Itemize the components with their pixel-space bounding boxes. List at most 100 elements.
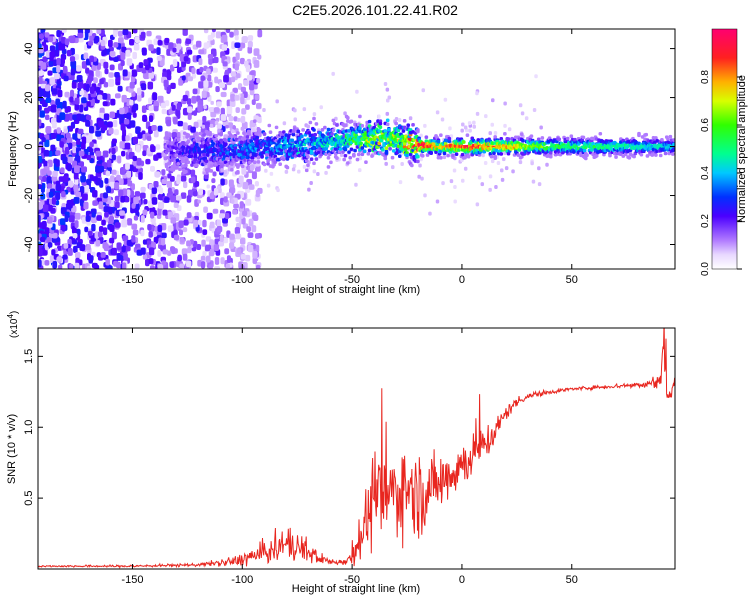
heatmap-noise-cell [41, 168, 47, 176]
heatmap-noise-cell [109, 181, 115, 189]
heatmap-noise-cell [206, 212, 213, 220]
heatmap-noise-cell [225, 263, 230, 269]
colorbar: 0.00.20.40.60.8 Normalized spectral ampl… [700, 28, 748, 276]
heatmap-noise-cell [121, 219, 128, 228]
heatmap-speckle-cell [442, 155, 447, 160]
heatmap-noise-cell [119, 107, 125, 115]
heatmap-noise-cell [40, 83, 47, 89]
heatmap-noise-cell [203, 80, 209, 88]
heatmap-noise-cell [116, 174, 121, 182]
heatmap-ridge-cell [584, 156, 588, 161]
heatmap-noise-cell [47, 170, 52, 176]
heatmap-noise-cell [140, 229, 145, 237]
heatmap-noise-cell [42, 204, 49, 213]
heatmap-noise-cell [229, 233, 235, 240]
heatmap-noise-cell [241, 166, 247, 175]
heatmap-noise-cell [132, 103, 139, 111]
heatmap-noise-cell [135, 144, 141, 153]
heatmap-noise-cell [102, 150, 109, 158]
heatmap-noise-cell [71, 141, 77, 147]
snr-series-line [38, 328, 675, 569]
heatmap-noise-cell [140, 247, 146, 255]
heatmap-speckle-cell [275, 99, 279, 104]
heatmap-noise-cell [193, 215, 199, 222]
heatmap-ridge-cell [367, 119, 372, 124]
heatmap-ridge-cell [378, 121, 383, 126]
heatmap-noise-cell [102, 101, 108, 107]
heatmap-noise-cell [121, 94, 127, 103]
heatmap-noise-cell [44, 139, 50, 148]
heatmap-noise-cell [114, 195, 120, 202]
heatmap-ridge-cell [632, 154, 636, 159]
heatmap-noise-cell [73, 245, 78, 253]
heatmap-noise-cell [66, 105, 71, 113]
heatmap-noise-cell [90, 216, 97, 224]
heatmap-noise-cell [67, 238, 72, 245]
heatmap-speckle-cell [197, 199, 201, 204]
heatmap-ridge-cell [429, 150, 433, 155]
heatmap-ridge-cell [465, 133, 470, 138]
heatmap-speckle-cell [391, 165, 395, 170]
heatmap-speckle-cell [499, 168, 504, 173]
heatmap-ridge-cell [178, 167, 182, 172]
heatmap-ridge-cell [503, 131, 507, 136]
heatmap-ridge-cell [446, 153, 450, 158]
heatmap-noise-cell [210, 31, 216, 38]
heatmap-noise-cell [252, 171, 257, 180]
heatmap-noise-cell [74, 97, 80, 105]
heatmap-ridge-cell [225, 124, 229, 129]
heatmap-speckle-cell [449, 179, 454, 184]
heatmap-noise-cell [167, 173, 172, 179]
heatmap-noise-cell [228, 115, 234, 122]
heatmap-noise-cell [244, 60, 249, 67]
heatmap-noise-cell [200, 261, 206, 269]
heatmap-noise-cell [72, 133, 78, 140]
heatmap-noise-cell [98, 226, 104, 232]
heatmap-ridge-cell [519, 132, 524, 137]
heatmap-noise-cell [142, 254, 148, 260]
heatmap-speckle-cell [293, 108, 297, 113]
heatmap-noise-cell [51, 197, 57, 205]
heatmap-speckle-cell [537, 166, 541, 171]
heatmap-ridge-cell [671, 152, 675, 156]
heatmap-speckle-cell [398, 180, 403, 185]
heatmap-ridge-cell [439, 133, 443, 137]
heatmap-speckle-cell [236, 117, 241, 122]
heatmap-noise-cell [50, 132, 57, 139]
heatmap-noise-cell [253, 214, 259, 221]
heatmap-noise-cell [95, 165, 100, 173]
heatmap-noise-cell [108, 72, 114, 78]
heatmap-ridge-cell [364, 160, 368, 164]
heatmap-noise-cell [216, 123, 222, 130]
heatmap-ridge-cell [608, 153, 612, 158]
heatmap-noise-cell [104, 177, 109, 184]
heatmap-speckle-cell [235, 128, 239, 133]
heatmap-noise-cell [208, 57, 213, 65]
heatmap-noise-cell [135, 203, 140, 211]
heatmap-noise-cell [247, 41, 253, 48]
heatmap-noise-cell [79, 244, 86, 251]
heatmap-noise-cell [220, 257, 225, 265]
heatmap-speckle-cell [355, 89, 359, 94]
heatmap-speckle-cell [210, 100, 214, 105]
heatmap-noise-cell [70, 68, 76, 76]
heatmap-ridge-cell [385, 118, 390, 123]
heatmap-ridge-cell [176, 137, 181, 142]
heatmap-noise-cell [85, 115, 92, 121]
heatmap-ridge-cell [163, 175, 168, 180]
heatmap-speckle-cell [306, 124, 310, 129]
heatmap-speckle-cell [453, 184, 457, 189]
heatmap-speckle-cell [461, 178, 465, 183]
heatmap-noise-cell [123, 252, 128, 261]
colorbar-tick-label: 0.8 [700, 70, 711, 84]
heatmap-noise-cell [72, 146, 77, 154]
heatmap-noise-cell [193, 121, 199, 129]
heatmap-noise-cell [72, 233, 78, 239]
heatmap-noise-cell [121, 150, 126, 157]
heatmap-speckle-cell [490, 159, 495, 164]
heatmap-noise-cell [178, 229, 184, 236]
heatmap-noise-cell [186, 106, 193, 113]
heatmap-noise-cell [59, 112, 66, 121]
heatmap-noise-cell [219, 192, 225, 200]
